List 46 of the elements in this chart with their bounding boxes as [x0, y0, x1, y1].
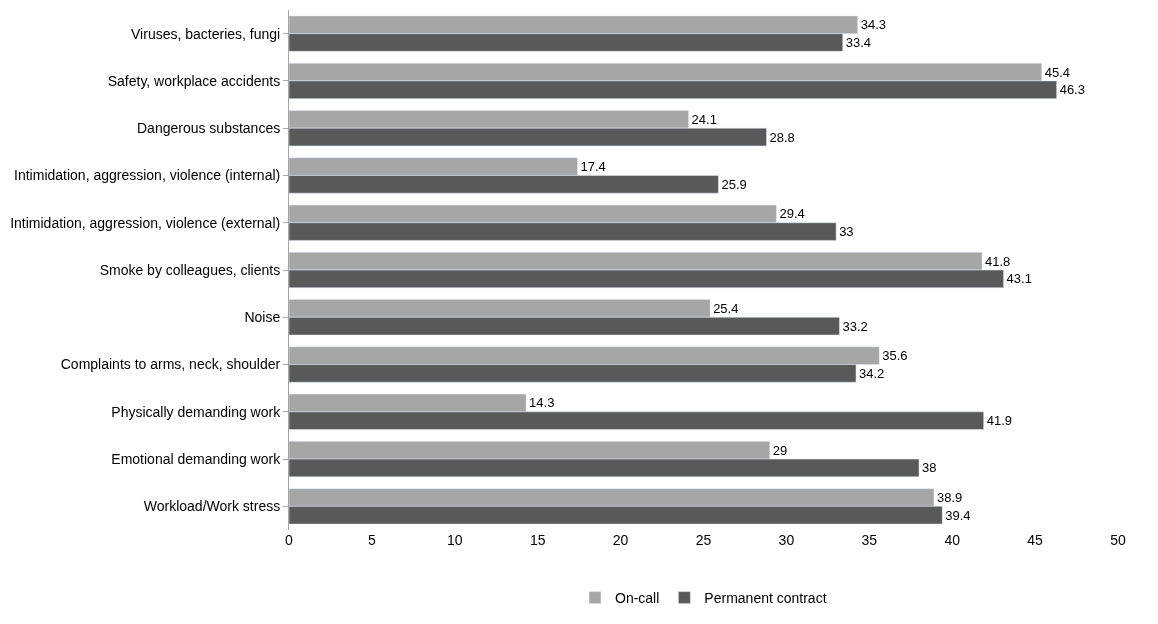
data-label: 34.2: [859, 365, 885, 381]
y-tick-label: Safety, workplace accidents: [107, 72, 281, 89]
x-tick-label: 15: [529, 532, 546, 548]
y-tick-label: Workload/Work stress: [143, 498, 281, 515]
data-label: 25.9: [721, 176, 747, 192]
x-tick-label: 5: [368, 532, 376, 548]
data-label: 33.4: [845, 35, 872, 50]
data-label: 25.4: [713, 300, 739, 316]
data-label: 39.4: [945, 507, 971, 523]
x-tick-label: 30: [778, 532, 795, 548]
y-tick-label: Noise: [244, 309, 281, 326]
data-label: 33: [839, 224, 854, 240]
y-tick-label: Intimidation, aggression, violence (internal): [14, 167, 281, 184]
y-tick-label: Intimidation, aggression, violence (external): [10, 214, 281, 231]
legend-label: On-call: [615, 590, 660, 607]
data-label: 45.4: [1044, 64, 1071, 80]
data-label: 29: [772, 442, 788, 458]
x-tick-label: 20: [612, 532, 629, 548]
data-label: 14.3: [529, 395, 555, 411]
data-label: 38.9: [936, 490, 963, 505]
y-tick-label: Emotional demanding work: [111, 450, 282, 467]
data-label: 35.6: [882, 348, 908, 364]
data-label: 43.1: [1006, 271, 1032, 287]
data-label: 24.1: [691, 111, 717, 127]
y-tick-label: Dangerous substances: [137, 120, 281, 137]
data-label: 33.2: [842, 318, 868, 334]
x-tick-label: 25: [695, 532, 712, 548]
y-tick-label: Physically demanding work: [111, 403, 282, 420]
x-tick-label: 50: [1110, 532, 1126, 548]
x-tick-label: 0: [285, 532, 294, 548]
data-label: 46.3: [1059, 82, 1085, 98]
data-label: 29.4: [779, 206, 805, 222]
y-tick-label: Complaints to arms, neck, shoulder: [60, 356, 281, 373]
x-tick-label: 10: [447, 532, 463, 548]
data-label: 17.4: [580, 159, 606, 175]
data-label: 41.8: [985, 253, 1011, 269]
data-label: 41.9: [986, 413, 1013, 429]
x-tick-label: 40: [944, 532, 961, 548]
data-label: 28.8: [769, 129, 795, 145]
data-label: 38: [922, 460, 937, 476]
x-tick-label: 35: [861, 532, 878, 548]
y-tick-label: Viruses, bacteries, fungi: [131, 25, 281, 42]
legend-label: Permanent contract: [704, 590, 827, 607]
x-tick-label: 45: [1027, 532, 1044, 548]
data-label: 34.3: [860, 17, 886, 33]
y-tick-label: Smoke by colleagues, clients: [99, 261, 281, 278]
